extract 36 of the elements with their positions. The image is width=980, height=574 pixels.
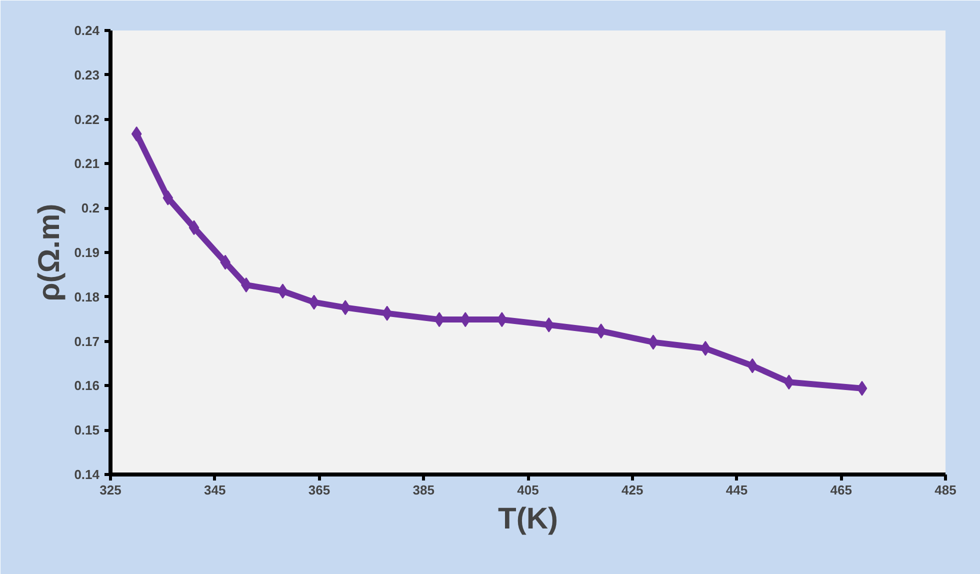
point xyxy=(747,358,758,374)
x-axis-title: T(K) xyxy=(498,502,558,536)
point xyxy=(784,374,794,390)
y-tick-label: 0.23 xyxy=(74,67,100,82)
y-tick-label: 0.21 xyxy=(74,156,100,172)
point xyxy=(162,190,174,206)
point xyxy=(700,340,711,356)
point xyxy=(856,380,868,396)
y-tick-label: 0.18 xyxy=(74,289,100,304)
y-tick-label: 0.22 xyxy=(74,112,100,127)
x-tick-label: 405 xyxy=(517,482,539,498)
point xyxy=(308,294,320,310)
y-tick-label: 0.17 xyxy=(74,334,100,349)
x-tick-label: 485 xyxy=(934,482,956,498)
x-tick-label: 445 xyxy=(726,482,748,498)
x-tick-label: 465 xyxy=(830,482,852,498)
y-tick-label: 0.16 xyxy=(74,378,100,394)
x-tick-label: 325 xyxy=(100,482,122,498)
y-tick-label: 0.2 xyxy=(81,200,100,216)
y-tick-label: 0.14 xyxy=(74,467,100,482)
point xyxy=(340,300,351,316)
x-tick-label: 365 xyxy=(308,482,330,498)
point xyxy=(496,312,508,328)
point xyxy=(188,220,200,236)
y-axis-title: ρ(Ω.m) xyxy=(33,204,66,302)
x-tick-label: 345 xyxy=(204,482,226,498)
y-tick-label: 0.24 xyxy=(74,23,100,38)
point xyxy=(131,126,142,142)
x-tick-label: 385 xyxy=(412,482,434,498)
x-tick-label: 425 xyxy=(622,482,644,498)
point xyxy=(596,324,606,339)
y-tick-label: 0.19 xyxy=(74,245,100,260)
point xyxy=(382,306,392,321)
y-tick-label: 0.15 xyxy=(74,422,100,438)
point xyxy=(460,312,471,328)
point xyxy=(544,317,554,332)
